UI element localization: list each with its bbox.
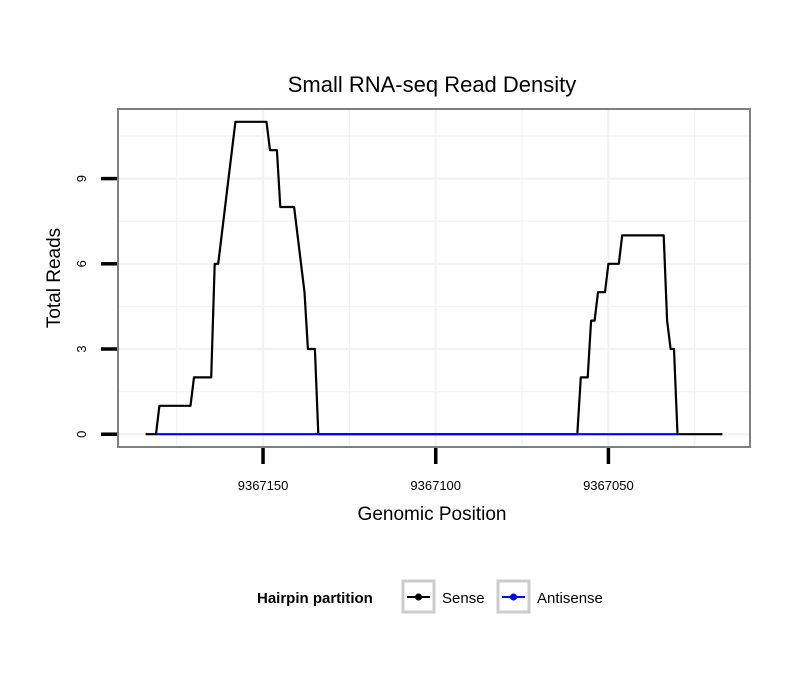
y-tick-label: 0: [74, 431, 89, 438]
grid-lines: [118, 109, 750, 447]
legend-title: Hairpin partition: [257, 590, 373, 607]
legend-item-antisense: Antisense: [496, 579, 603, 614]
y-tick-label: 6: [74, 260, 89, 267]
y-axis: 0 3 6 9: [74, 175, 117, 438]
legend-label-antisense: Antisense: [537, 590, 603, 607]
x-tick-label: 9367050: [583, 478, 634, 493]
x-tick-label: 9367150: [238, 478, 289, 493]
y-tick-label: 9: [74, 175, 89, 182]
series-line-sense: [145, 120, 723, 436]
legend-label-sense: Sense: [442, 590, 485, 607]
plot-panel-border: [117, 108, 751, 448]
y-axis-title: Total Reads: [44, 228, 65, 328]
x-axis: 9367150 9367100 9367050: [238, 448, 634, 493]
x-tick-label: 9367100: [410, 478, 461, 493]
legend-marker-antisense: [510, 593, 517, 601]
chart-title: Small RNA-seq Read Density: [288, 72, 577, 97]
legend-item-sense: Sense: [401, 579, 485, 614]
x-axis-title: Genomic Position: [358, 504, 507, 525]
legend: Hairpin partition Sense Antisense: [257, 579, 603, 614]
plot-series: [145, 120, 723, 436]
y-tick-label: 3: [74, 345, 89, 352]
legend-marker-sense: [415, 593, 422, 601]
